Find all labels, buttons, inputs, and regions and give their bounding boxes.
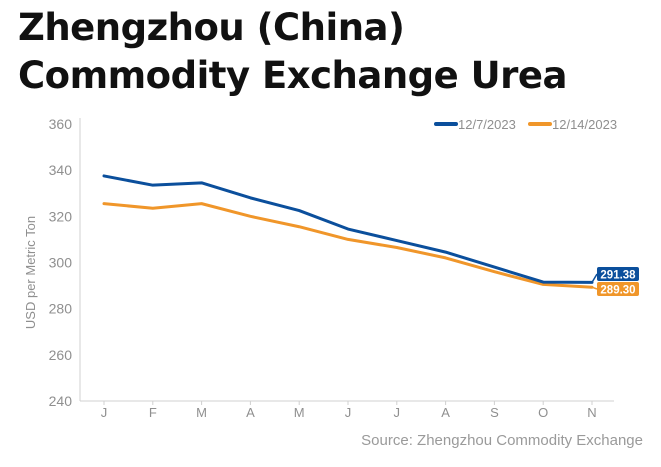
y-axis-label: USD per Metric Ton xyxy=(23,216,38,329)
x-tick-label: S xyxy=(490,405,499,420)
x-tick-label: J xyxy=(101,405,108,420)
end-label-connector xyxy=(591,286,598,290)
legend-label: 12/14/2023 xyxy=(552,117,617,132)
series-line-1 xyxy=(102,202,594,289)
series-line-0 xyxy=(102,174,594,284)
chart-source: Source: Zhengzhou Commodity Exchange xyxy=(361,432,643,449)
end-label-connector xyxy=(591,273,598,283)
y-tick-label: 280 xyxy=(49,301,73,317)
x-tick-label: F xyxy=(149,405,157,420)
x-tick-label: O xyxy=(538,405,548,420)
x-tick-label: N xyxy=(587,405,596,420)
x-tick-label: M xyxy=(294,405,305,420)
x-tick-label: A xyxy=(246,405,255,420)
y-tick-label: 300 xyxy=(49,255,73,271)
x-tick-label: J xyxy=(394,405,401,420)
end-value-label: 291.38 xyxy=(600,270,636,282)
legend-label: 12/7/2023 xyxy=(458,117,516,132)
end-label-badge xyxy=(597,282,639,296)
y-tick-label: 240 xyxy=(49,393,73,409)
y-tick-label: 260 xyxy=(49,347,73,363)
chart-title: Zhengzhou (China) Commodity Exchange Ure… xyxy=(18,6,568,97)
x-tick-label: M xyxy=(196,405,207,420)
x-tick-label: A xyxy=(441,405,450,420)
x-tick-label: J xyxy=(345,405,352,420)
y-tick-label: 320 xyxy=(49,208,73,224)
y-tick-label: 340 xyxy=(49,162,73,178)
end-value-label: 289.30 xyxy=(600,285,635,297)
end-label-badge xyxy=(597,267,639,281)
y-tick-label: 360 xyxy=(49,116,73,132)
